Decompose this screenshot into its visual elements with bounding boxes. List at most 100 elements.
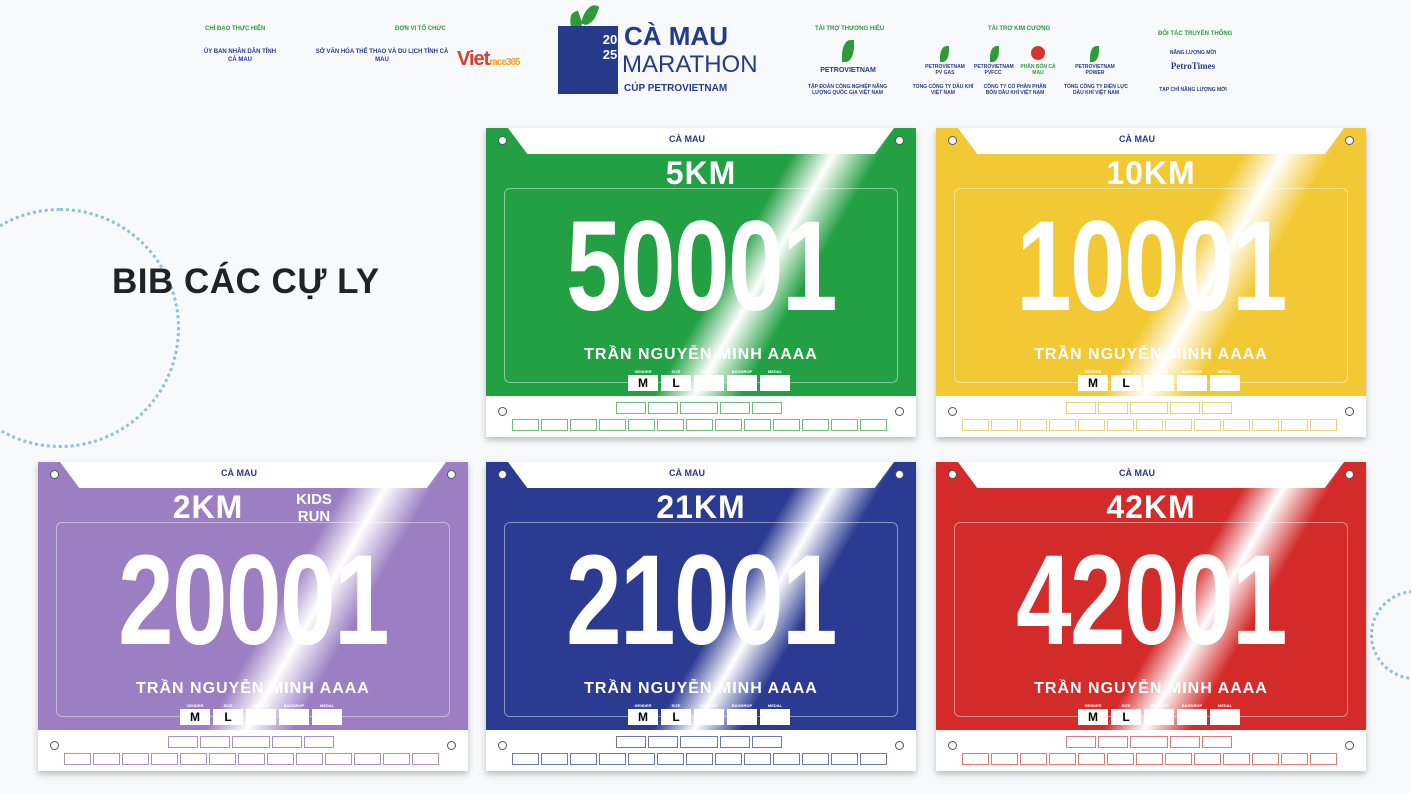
tear-box bbox=[744, 419, 771, 431]
page-title: BIB CÁC CỰ LY bbox=[112, 262, 380, 301]
tear-box bbox=[1310, 753, 1337, 765]
tear-box bbox=[1078, 419, 1105, 431]
bib-cell-label: GENDER bbox=[1084, 703, 1102, 708]
bib-cell-value: L bbox=[672, 710, 680, 724]
runner-logo-block bbox=[558, 26, 618, 94]
tear-box bbox=[773, 419, 800, 431]
tear-box bbox=[512, 419, 539, 431]
tear-box bbox=[628, 753, 655, 765]
bib-cell-label: RACEKIT bbox=[1150, 703, 1168, 708]
bib-pin-hole bbox=[948, 741, 957, 750]
tear-box bbox=[354, 753, 381, 765]
bib-distance: 21KM bbox=[656, 489, 746, 525]
tear-box bbox=[715, 753, 742, 765]
tear-box bbox=[570, 753, 597, 765]
bib-cell-racekit: RACEKIT bbox=[694, 703, 724, 725]
vietrace-sub: race365 bbox=[489, 57, 520, 68]
bib-cell-racekit: RACEKIT bbox=[246, 703, 276, 725]
bib-cell-label: SIZE bbox=[671, 703, 681, 708]
decorative-dotted-circle bbox=[1370, 590, 1411, 680]
tear-box bbox=[570, 419, 597, 431]
tear-box bbox=[744, 753, 771, 765]
bib-cell-racekit: RACEKIT bbox=[1144, 369, 1174, 391]
tear-box bbox=[168, 736, 198, 748]
race-bib-21km: CÀ MAU 21KM 21001 TRẦN NGUYỄN MINH AAAA M GEN… bbox=[486, 462, 916, 771]
bib-event-logo: CÀ MAU bbox=[221, 468, 257, 478]
bib-runner-name: TRẦN NGUYỄN MINH AAAA bbox=[1034, 680, 1268, 697]
bib-number: 10001 bbox=[1016, 195, 1287, 338]
sponsor-header: CHỈ ĐẠO THỰC HIỆN ỦY BAN NHÂN DÂN TỈNH C… bbox=[0, 0, 1411, 110]
bib-sponsor-tab bbox=[508, 462, 894, 488]
tear-box bbox=[1020, 753, 1047, 765]
bib-cell-label: RACEKIT bbox=[700, 369, 718, 374]
petrovietnam-leaf-icon bbox=[842, 40, 854, 62]
media-logo-text: PetroTimes bbox=[1170, 61, 1216, 71]
group-label: TÀI TRỢ KIM CƯƠNG bbox=[988, 26, 1051, 32]
bib-tear-boxes-row bbox=[962, 419, 1337, 431]
tear-box bbox=[325, 753, 352, 765]
tear-box bbox=[1107, 753, 1134, 765]
tear-box bbox=[831, 753, 858, 765]
decorative-dotted-circle bbox=[0, 208, 180, 448]
bib-sponsor-tab bbox=[60, 462, 446, 488]
tear-box bbox=[752, 402, 782, 414]
bib-tear-boxes-row bbox=[512, 753, 887, 765]
bib-distance: 10KM bbox=[1106, 155, 1196, 191]
group-label: ĐƠN VỊ TỔ CHỨC bbox=[395, 26, 446, 32]
tear-box bbox=[962, 753, 989, 765]
bib-cell-label: MEDAL bbox=[767, 369, 783, 374]
bib-runner-name: TRẦN NGUYỄN MINH AAAA bbox=[584, 680, 818, 697]
media-logo-text: NĂNG LƯỢNG MỚI bbox=[1169, 50, 1217, 56]
bib-cell-gender: M GENDER bbox=[628, 703, 658, 725]
tear-box bbox=[686, 419, 713, 431]
bib-cell-label: MEDAL bbox=[1217, 369, 1233, 374]
bib-cell-size: L SIZE bbox=[1111, 703, 1141, 725]
leaf-icon bbox=[580, 2, 600, 28]
tear-box bbox=[383, 753, 410, 765]
tear-box bbox=[1136, 753, 1163, 765]
tear-box bbox=[715, 419, 742, 431]
bib-color-area bbox=[38, 462, 468, 730]
bib-event-logo: CÀ MAU bbox=[669, 134, 705, 144]
tear-box bbox=[1170, 736, 1200, 748]
bib-cell-medal: MEDAL bbox=[760, 703, 790, 725]
tear-box bbox=[860, 419, 887, 431]
bib-color-area bbox=[486, 128, 916, 396]
pvpower-leaf-icon bbox=[1090, 46, 1099, 62]
bib-pin-hole bbox=[50, 741, 59, 750]
tear-box bbox=[686, 753, 713, 765]
bib-number: 21001 bbox=[566, 529, 837, 672]
bib-distance: 5KM bbox=[665, 155, 737, 191]
tear-box bbox=[200, 736, 230, 748]
tear-box bbox=[304, 736, 334, 748]
bib-cell-size: L SIZE bbox=[1111, 369, 1141, 391]
bib-distance: 42KM bbox=[1106, 489, 1196, 525]
tear-box bbox=[1223, 753, 1250, 765]
bib-tear-boxes-row bbox=[64, 753, 439, 765]
bib-cell-label: GENDER bbox=[186, 703, 204, 708]
bib-cell-bagdrop: BAGDROP bbox=[1177, 369, 1207, 391]
bib-pin-hole bbox=[895, 407, 904, 416]
event-year: 2025 bbox=[602, 32, 618, 62]
tear-box bbox=[720, 736, 750, 748]
bib-pin-hole bbox=[948, 407, 957, 416]
bib-cell-value: M bbox=[638, 376, 648, 390]
group-label: CHỈ ĐẠO THỰC HIỆN bbox=[205, 26, 266, 32]
bib-info-cells: M GENDER L SIZE RACEKIT BAGDROP MEDAL bbox=[1078, 369, 1240, 391]
race-bib-10km: CÀ MAU 10KM 10001 TRẦN NGUYỄN MINH AAAA M GEN… bbox=[936, 128, 1366, 437]
tear-box bbox=[657, 419, 684, 431]
event-logo-line3: CÚP PETROVIETNAM bbox=[624, 83, 728, 94]
bib-cell-bagdrop: BAGDROP bbox=[1177, 703, 1207, 725]
bib-pin-hole bbox=[1345, 407, 1354, 416]
bib-event-logo: CÀ MAU bbox=[1119, 134, 1155, 144]
bib-cell-size: L SIZE bbox=[661, 703, 691, 725]
bib-info-cells: M GENDER L SIZE RACEKIT BAGDROP MEDAL bbox=[1078, 703, 1240, 725]
bib-cell-medal: MEDAL bbox=[1210, 703, 1240, 725]
bib-tear-boxes-row bbox=[616, 736, 782, 748]
tear-box bbox=[1281, 753, 1308, 765]
bib-pin-hole bbox=[498, 407, 507, 416]
tear-box bbox=[616, 402, 646, 414]
tear-box bbox=[1252, 419, 1279, 431]
tear-box bbox=[1252, 753, 1279, 765]
tear-box bbox=[1194, 419, 1221, 431]
